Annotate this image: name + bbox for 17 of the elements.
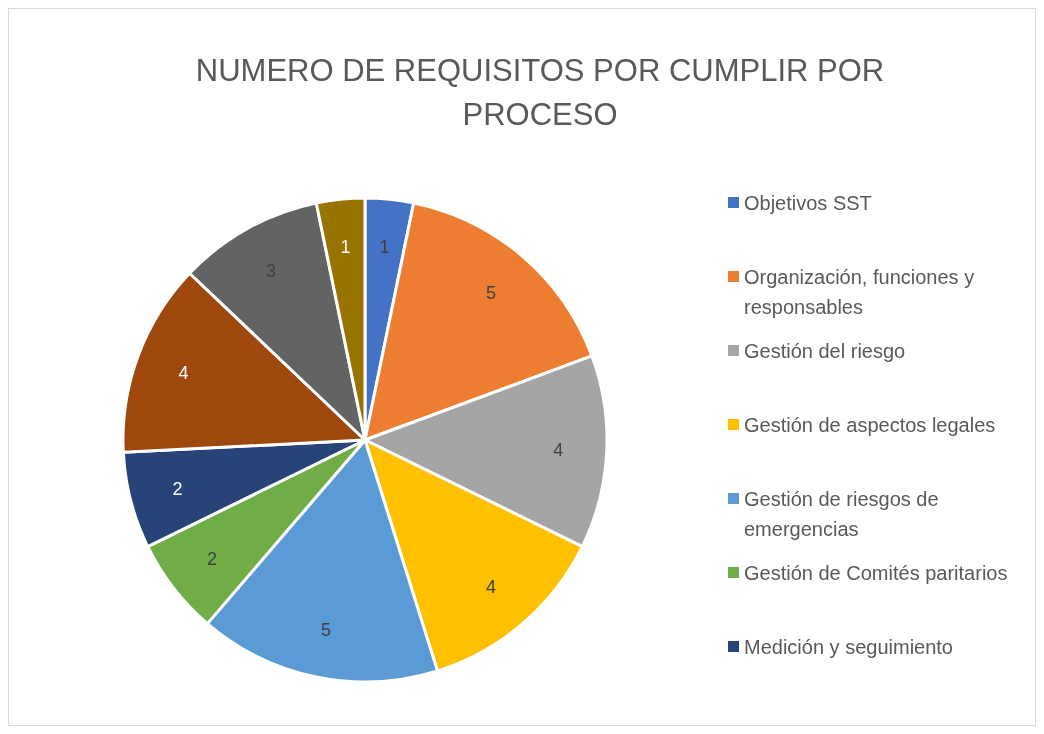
legend-label: Gestión del riesgo — [744, 340, 906, 362]
data-label: 5 — [486, 283, 497, 304]
chart-title: NUMERO DE REQUISITOS POR CUMPLIR POR PROCESO — [195, 52, 885, 132]
data-label: 1 — [379, 237, 390, 258]
data-label: 4 — [553, 439, 564, 460]
data-label: 2 — [206, 548, 217, 569]
legend-label: Organización, funciones y responsables — [744, 266, 975, 318]
data-label: 4 — [486, 576, 497, 597]
data-label: 2 — [172, 478, 183, 499]
legend-label: Gestión de Comités paritarios — [744, 562, 1008, 584]
legend-label: Gestión de riesgos de emergencias — [744, 488, 939, 540]
data-label: 4 — [178, 362, 189, 383]
legend-label: Medición y seguimiento — [744, 636, 953, 658]
legend-label: Gestión de aspectos legales — [744, 414, 996, 436]
data-label: 1 — [340, 237, 351, 258]
legend-label: Objetivos SST — [744, 192, 872, 214]
data-label: 5 — [321, 619, 332, 640]
